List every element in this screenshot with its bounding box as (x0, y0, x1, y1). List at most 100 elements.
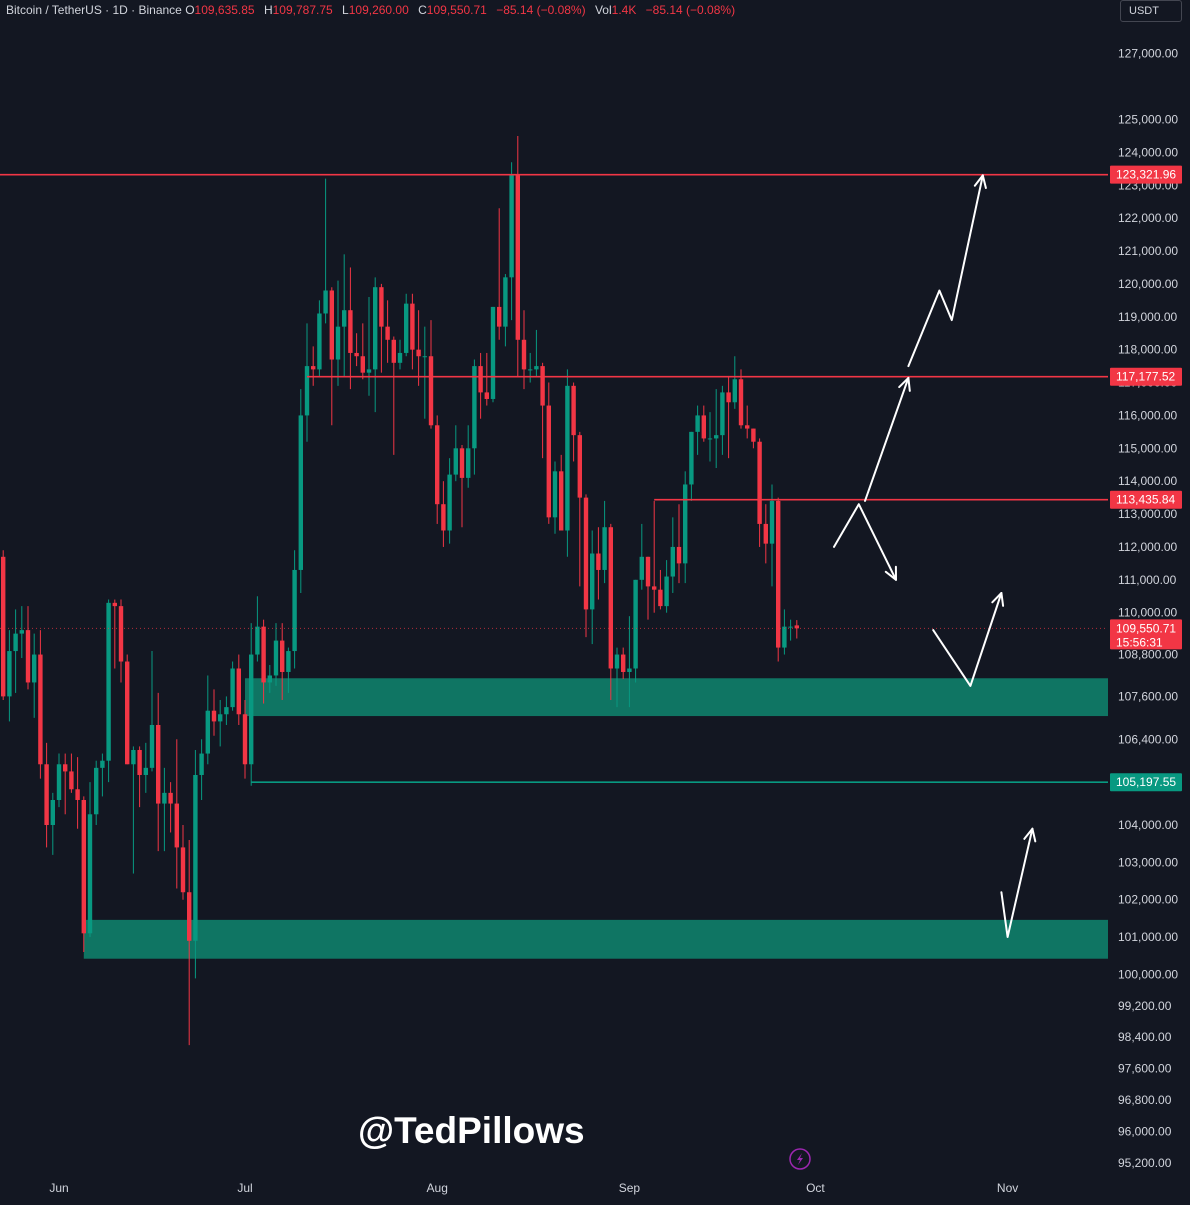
candle-2025-06-09 (106, 599, 111, 783)
price-label-text: 123,321.96 (1116, 168, 1176, 182)
time-axis[interactable]: Jun Jul Aug Sep Oct Nov (49, 1181, 1018, 1195)
candle-2025-09-26 (782, 609, 787, 655)
candle-body (342, 310, 347, 327)
candle-body (373, 287, 378, 370)
candle-2025-06-30 (236, 654, 241, 725)
candle-body (143, 767, 148, 775)
candle-body (590, 553, 595, 610)
candle-body (602, 527, 607, 570)
close-label: C (418, 3, 427, 17)
candle-body (466, 448, 471, 478)
candle-body (459, 448, 465, 478)
candle-2025-08-25 (583, 494, 589, 638)
candle-2025-09-24 (769, 484, 775, 587)
symbol-title[interactable]: Bitcoin / TetherUS · 1D · Binance (6, 3, 182, 17)
candle-body (137, 749, 142, 775)
projection-path-3[interactable] (833, 503, 897, 581)
candle-2025-08-08 (478, 352, 483, 419)
y-tick-label: 114,000.00 (1118, 474, 1177, 488)
candle-2025-06-20 (174, 739, 179, 889)
candle-2025-08-14 (515, 135, 520, 376)
projection-path-1[interactable] (864, 376, 910, 502)
candle-body (379, 287, 384, 327)
resistance-price-label-2-bg (1110, 367, 1182, 386)
y-tick-label: 95,200.00 (1118, 1156, 1172, 1170)
candle-body (156, 724, 161, 804)
candle-body (658, 589, 663, 607)
price-label-text: 113,435.84 (1116, 493, 1175, 507)
candle-body (776, 500, 781, 648)
candle-2025-06-29 (230, 661, 235, 711)
candle-body (745, 425, 750, 429)
candle-body (428, 356, 434, 426)
candle-2025-06-03 (69, 753, 74, 793)
y-tick-label: 98,400.00 (1118, 1030, 1172, 1044)
candle-body (472, 366, 477, 449)
y-tick-label: 112,000.00 (1118, 540, 1177, 554)
candle-2025-06-26 (211, 689, 217, 736)
candle-body (701, 415, 706, 439)
candle-body (404, 303, 409, 353)
y-tick-label: 116,000.00 (1118, 408, 1177, 422)
candle-body (583, 497, 589, 610)
y-tick-label: 102,000.00 (1118, 893, 1178, 907)
x-tick-label: Jul (237, 1181, 252, 1195)
candle-2025-05-24 (7, 630, 12, 722)
candle-2025-09-23 (763, 504, 768, 564)
candle-2025-07-26 (397, 339, 403, 370)
projection-arrowhead-4 (991, 592, 1005, 607)
candle-body (131, 749, 136, 765)
open-value: 109,635.85 (194, 3, 255, 17)
candle-body (267, 675, 272, 683)
candle-body (205, 710, 210, 754)
lightning-icon[interactable] (789, 1148, 811, 1170)
price-axis[interactable]: 127,000.00125,000.00124,000.00123,000.00… (1118, 47, 1178, 1170)
candle-body (25, 630, 31, 683)
support-zone-1[interactable] (245, 678, 1108, 717)
candle-body (87, 814, 93, 934)
candle-body (769, 500, 775, 544)
candle-2025-07-12 (311, 346, 316, 386)
candle-body (422, 356, 427, 358)
candle-2025-09-03 (639, 523, 644, 590)
y-tick-label: 108,800.00 (1118, 648, 1178, 662)
candle-body (546, 405, 551, 518)
currency-button[interactable]: USDT (1120, 0, 1182, 22)
candle-2025-06-14 (137, 746, 142, 808)
support-price-label-4: 105,197.55 (1110, 773, 1182, 792)
projection-path-4[interactable] (932, 592, 1003, 687)
candle-2025-08-01 (435, 415, 440, 524)
x-tick-label: Nov (997, 1181, 1018, 1195)
watermark: @TedPillows (358, 1110, 585, 1151)
low-value: 109,260.00 (348, 3, 409, 17)
candle-2025-07-02 (249, 623, 254, 786)
candle-body (645, 556, 651, 587)
y-tick-label: 106,400.00 (1118, 732, 1178, 746)
candle-2025-06-10 (112, 599, 117, 669)
candle-2025-07-14 (323, 178, 328, 324)
candle-body (354, 352, 359, 357)
candle-2025-09-18 (732, 356, 737, 409)
candle-2025-08-10 (490, 306, 496, 403)
candle-2025-07-17 (342, 254, 347, 376)
support-zone-2[interactable] (83, 919, 1108, 959)
candle-body (69, 771, 74, 790)
last-price-value: 109,550.71 (1116, 621, 1176, 635)
candle-2025-09-27 (788, 619, 793, 641)
y-tick-label: 99,200.00 (1118, 999, 1172, 1013)
candle-2025-09-05 (652, 500, 657, 613)
candle-body (621, 654, 626, 672)
candle-body (118, 606, 124, 662)
projection-path-2[interactable] (907, 174, 984, 368)
candle-body (7, 651, 12, 697)
candle-2025-06-11 (118, 599, 124, 683)
candle-body (732, 379, 737, 403)
candle-2025-07-24 (385, 300, 390, 363)
candle-2025-07-31 (428, 320, 434, 429)
candle-body (298, 415, 303, 570)
candle-2025-07-07 (280, 623, 285, 700)
y-tick-label: 119,000.00 (1118, 310, 1177, 324)
projection-path-5[interactable] (1000, 827, 1034, 938)
